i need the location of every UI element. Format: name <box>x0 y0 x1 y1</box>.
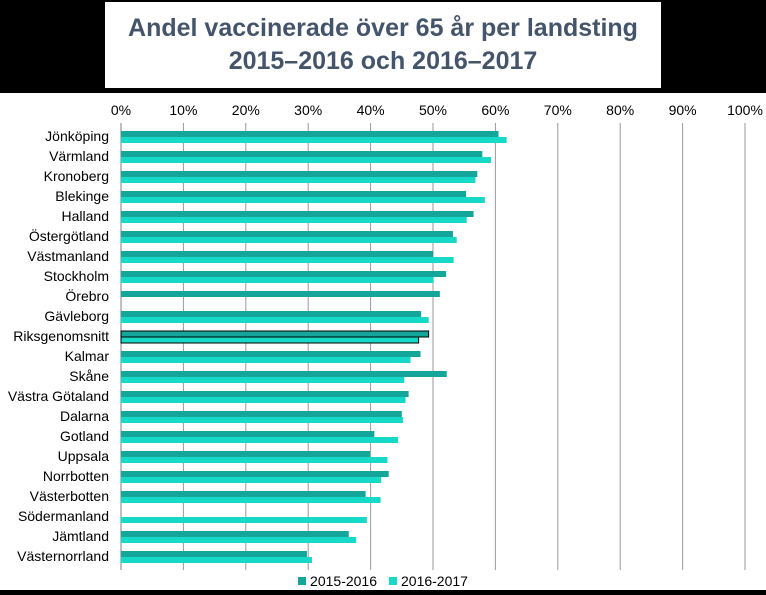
category-label-20: Jämtland <box>52 528 109 544</box>
category-label-21: Västernorrland <box>17 548 109 564</box>
bar-1-20 <box>121 531 349 537</box>
chart-title-line-1: Andel vaccinerade över 65 år per landsti… <box>128 14 638 42</box>
bar-1-15 <box>121 431 375 437</box>
bar-1-3 <box>121 191 467 197</box>
bar-2-19 <box>121 517 367 523</box>
x-tick-label-9: 90% <box>669 102 697 118</box>
bar-2-1 <box>121 157 492 163</box>
bar-1-1 <box>121 151 483 157</box>
x-tick-label-8: 80% <box>606 102 634 118</box>
legend-label-series-2: 2016-2017 <box>401 573 468 589</box>
category-label-12: Skåne <box>69 368 109 384</box>
bar-2-4 <box>121 217 467 223</box>
category-label-13: Västra Götaland <box>8 388 109 404</box>
category-label-7: Stockholm <box>44 268 109 284</box>
bar-1-4 <box>121 211 474 217</box>
category-label-6: Västmanland <box>27 248 109 264</box>
category-label-1: Värmland <box>49 148 109 164</box>
bar-2-7 <box>121 277 434 283</box>
bar-1-6 <box>121 251 433 257</box>
category-label-8: Örebro <box>65 287 109 304</box>
x-tick-label-7: 70% <box>544 102 572 118</box>
bar-1-11 <box>121 351 421 357</box>
bar-1-5 <box>121 231 453 237</box>
bar-2-17 <box>121 477 382 483</box>
bar-2-18 <box>121 497 381 503</box>
chart-title-line-2: 2015–2016 och 2016–2017 <box>228 47 538 75</box>
bar-2-13 <box>121 397 406 403</box>
bar-1-8 <box>121 291 440 297</box>
bar-chart: 0% 10% 20% 30% 40% 50% 60% 70% 80% 90% 100% Jönköpi… <box>8 102 763 570</box>
bar-2-12 <box>121 377 405 383</box>
bar-1-0 <box>121 131 499 137</box>
legend-swatch-series-1 <box>298 577 307 585</box>
bar-1-9 <box>121 311 422 317</box>
x-tick-label-0: 0% <box>111 102 131 118</box>
bar-1-13 <box>121 391 409 397</box>
legend-item-series-2: 2016-2017 <box>389 573 468 589</box>
category-label-10: Riksgenomsnitt <box>13 328 109 344</box>
bar-2-9 <box>121 317 429 323</box>
x-tick-label-5: 50% <box>419 102 447 118</box>
bar-1-14 <box>121 411 402 417</box>
x-tick-label-3: 30% <box>294 102 322 118</box>
category-label-16: Uppsala <box>58 448 110 464</box>
legend-label-series-1: 2015-2016 <box>310 573 377 589</box>
legend-item-series-1: 2015-2016 <box>298 573 377 589</box>
bar-2-0 <box>121 137 507 143</box>
bar-1-17 <box>121 471 389 477</box>
bar-1-10 <box>120 330 430 338</box>
category-label-2: Kronoberg <box>44 168 109 184</box>
bar-1-7 <box>121 271 447 277</box>
x-tick-label-1: 10% <box>169 102 197 118</box>
category-label-11: Kalmar <box>65 348 110 364</box>
bar-1-16 <box>121 451 370 457</box>
bar-2-21 <box>121 557 312 563</box>
bar-2-11 <box>121 357 411 363</box>
bar-2-16 <box>121 457 388 463</box>
category-label-4: Halland <box>62 208 109 224</box>
title-box: Andel vaccinerade över 65 år per landsti… <box>105 2 661 88</box>
bar-1-21 <box>121 551 307 557</box>
bar-2-2 <box>121 177 476 183</box>
bar-2-5 <box>121 237 457 243</box>
category-label-9: Gävleborg <box>44 308 109 324</box>
category-label-5: Östergötland <box>29 227 109 244</box>
bar-2-6 <box>121 257 454 263</box>
bar-2-10 <box>120 336 420 344</box>
bar-1-2 <box>121 171 478 177</box>
x-tick-label-2: 20% <box>232 102 260 118</box>
chart-legend: 2015-2016 2016-2017 <box>0 572 766 590</box>
x-tick-label-4: 40% <box>357 102 385 118</box>
bar-2-15 <box>121 437 399 443</box>
category-label-3: Blekinge <box>55 188 109 204</box>
legend-swatch-series-2 <box>389 577 397 585</box>
bar-1-12 <box>121 371 447 377</box>
bar-1-18 <box>121 491 366 497</box>
x-tick-label-10: 100% <box>727 102 763 118</box>
bar-2-3 <box>121 197 485 203</box>
category-label-17: Norrbotten <box>43 468 109 484</box>
bar-2-14 <box>121 417 404 423</box>
category-label-18: Västerbotten <box>30 488 109 504</box>
category-label-0: Jönköping <box>45 128 109 144</box>
category-label-14: Dalarna <box>60 408 109 424</box>
bar-2-20 <box>121 537 357 543</box>
category-label-15: Gotland <box>60 428 109 444</box>
x-tick-label-6: 60% <box>481 102 509 118</box>
category-label-19: Södermanland <box>18 508 109 524</box>
